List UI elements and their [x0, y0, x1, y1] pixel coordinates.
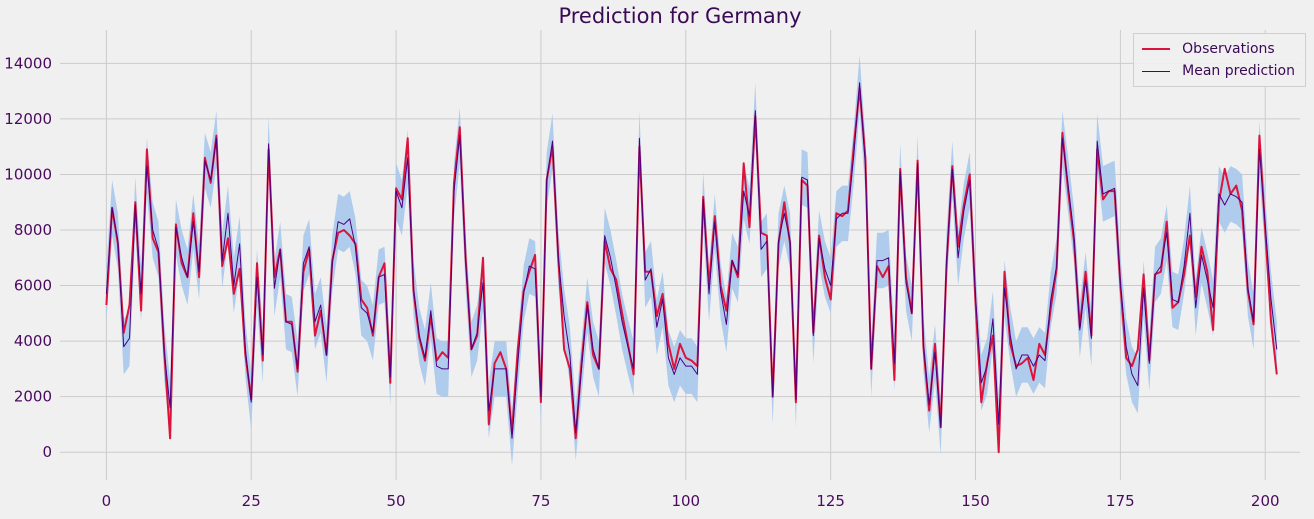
tick-labels: 0 25 50 75 100 125 150 175 200020004000600080001…	[4, 54, 1279, 510]
legend-swatch-observations	[1142, 48, 1171, 50]
x-tick-label: 175	[1106, 492, 1135, 510]
grid-lines	[60, 30, 1300, 480]
x-tick-label: 150	[961, 492, 990, 510]
uncertainty-band	[106, 55, 1277, 467]
x-tick-label: 25	[242, 492, 261, 510]
chart-title: Prediction for Germany	[558, 4, 802, 28]
x-tick-label: 100	[671, 492, 700, 510]
y-tick-label: 4000	[14, 332, 52, 350]
y-tick-label: 10000	[4, 165, 52, 183]
y-tick-label: 12000	[4, 110, 52, 128]
y-tick-label: 0	[42, 443, 52, 461]
x-tick-label: 75	[531, 492, 550, 510]
y-tick-label: 8000	[14, 221, 52, 239]
uncertainty-band-area	[106, 55, 1277, 467]
y-tick-label: 2000	[14, 388, 52, 406]
legend-swatch-mean-prediction	[1142, 70, 1171, 72]
y-tick-label: 6000	[14, 277, 52, 295]
legend-item-observations: Observations	[1142, 38, 1295, 60]
legend: Observations Mean prediction	[1133, 33, 1306, 87]
x-tick-label: 50	[387, 492, 406, 510]
y-tick-label: 14000	[4, 54, 52, 72]
legend-label-mean-prediction: Mean prediction	[1182, 63, 1295, 79]
x-tick-label: 125	[816, 492, 845, 510]
x-tick-label: 200	[1251, 492, 1280, 510]
x-tick-label: 0	[102, 492, 112, 510]
legend-item-mean-prediction: Mean prediction	[1142, 60, 1295, 82]
legend-label-observations: Observations	[1182, 41, 1275, 57]
mean-prediction-line	[105, 82, 1278, 439]
series-lines	[105, 82, 1278, 454]
